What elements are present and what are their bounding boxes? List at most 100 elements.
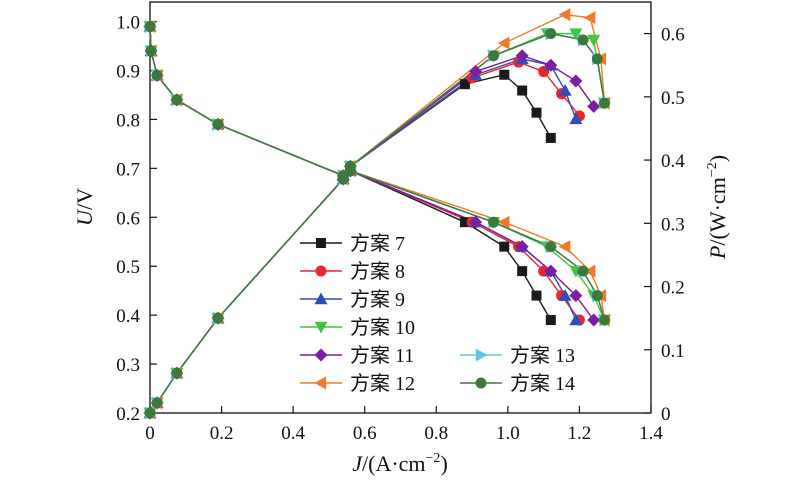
voltage-point: [598, 314, 610, 326]
voltage-point: [151, 69, 163, 81]
power-point: [569, 28, 583, 41]
y-right-tick-label: 0.4: [661, 151, 685, 172]
power-point: [591, 53, 603, 65]
voltage-point: [545, 315, 556, 326]
voltage-point: [583, 264, 596, 278]
voltage-point: [558, 289, 572, 301]
voltage-point: [488, 216, 500, 228]
power-point: [517, 85, 528, 96]
legend-label: 方案 12: [350, 372, 415, 395]
voltage-point: [459, 217, 470, 228]
power-point: [337, 173, 349, 185]
power-point: [531, 107, 542, 118]
power-point: [569, 112, 583, 125]
power-point: [212, 312, 224, 324]
voltage-point: [497, 215, 510, 229]
y-left-tick-label: 0.8: [116, 110, 140, 131]
axis-ticks: 0 0.2 0.4 0.6 0.8 1.0 1.2 1.40.20.30.40.50.60.7…: [116, 13, 685, 444]
voltage-point: [144, 20, 156, 32]
legend-marker: [314, 348, 328, 362]
power-point: [545, 28, 557, 40]
x-tick-label: 0.6: [353, 423, 377, 444]
legend-label: 方案 11: [350, 344, 414, 367]
legend-label: 方案 13: [510, 344, 575, 367]
x-tick-label: 1.0: [496, 423, 520, 444]
legend-label: 方案 14: [510, 372, 575, 395]
legend-item-3: 方案 9: [300, 288, 405, 311]
voltage-point: [545, 241, 557, 253]
y-right-tick-label: 0.6: [661, 25, 685, 46]
voltage-point: [591, 290, 603, 302]
y-right-tick-label: 0.3: [661, 214, 685, 235]
y-left-axis-title: U/V: [72, 188, 97, 226]
power-point: [558, 84, 572, 96]
legend-item-1: 方案 7: [300, 232, 405, 255]
power-point: [499, 69, 510, 80]
voltage-point: [469, 215, 483, 229]
x-axis-title: J/(A·cm−2): [352, 451, 448, 476]
voltage-point: [145, 45, 157, 57]
voltage-point: [515, 240, 529, 254]
legend-marker: [314, 376, 327, 390]
legend-marker: [314, 292, 328, 305]
y-right-tick-label: 0.2: [661, 278, 685, 299]
y-left-tick-label: 0.6: [116, 208, 140, 229]
power-point: [587, 34, 601, 47]
legend-item-2: 方案 8: [300, 260, 405, 283]
power-point: [583, 11, 596, 25]
y-left-tick-label: 1.0: [116, 13, 140, 34]
x-tick-label: 0.8: [424, 423, 448, 444]
voltage-point: [569, 289, 583, 303]
x-tick-label: 0.4: [281, 423, 305, 444]
y-left-tick-label: 0.3: [116, 355, 140, 376]
voltage-point: [577, 265, 589, 277]
legend-label: 方案 8: [350, 260, 405, 283]
power-point: [558, 8, 571, 22]
voltage-point: [569, 313, 583, 326]
legend-marker: [475, 377, 487, 389]
power-point: [469, 65, 483, 79]
legend-item-8: 方案 14: [460, 372, 575, 395]
power-point: [497, 36, 510, 50]
voltage-point: [587, 313, 601, 327]
legend: 方案 7 方案 8 方案 9 方案 10 方案 11 方案 12 方案 13 方案 14: [300, 232, 575, 395]
legend-label: 方案 9: [350, 288, 405, 311]
y-left-tick-label: 0.5: [116, 257, 140, 278]
power-point: [569, 74, 583, 88]
voltage-point: [499, 241, 510, 252]
power-point: [577, 34, 589, 46]
power-point: [515, 49, 529, 63]
power-point: [598, 97, 610, 109]
y-right-axis-title: P/(W·cm−2): [705, 155, 730, 260]
x-tick-label: 0: [145, 423, 155, 444]
y-left-tick-label: 0.9: [116, 62, 140, 83]
legend-marker: [314, 321, 328, 334]
plot-frame: [149, 1, 652, 414]
series-markers-8: [144, 20, 610, 419]
x-tick-label: 0.2: [210, 423, 234, 444]
x-tick-label: 1.4: [639, 423, 663, 444]
legend-marker: [475, 348, 488, 362]
power-point: [587, 99, 601, 113]
voltage-point: [517, 266, 528, 277]
voltage-point: [212, 118, 224, 130]
voltage-point: [531, 290, 542, 301]
power-point: [544, 58, 558, 72]
voltage-point: [558, 240, 571, 254]
y-right-tick-label: 0: [661, 404, 671, 425]
legend-label: 方案 7: [350, 232, 405, 255]
y-left-tick-label: 0.4: [116, 306, 140, 327]
legend-marker: [316, 238, 326, 248]
voltage-point: [544, 264, 558, 278]
legend-item-4: 方案 10: [300, 316, 415, 339]
legend-label: 方案 10: [350, 316, 415, 339]
power-point: [488, 50, 500, 62]
voltage-point: [171, 94, 183, 106]
power-point: [344, 160, 356, 172]
power-point: [151, 397, 163, 409]
power-point: [144, 407, 156, 419]
legend-item-5: 方案 11: [300, 344, 414, 367]
power-point: [459, 79, 470, 90]
power-point: [545, 132, 556, 143]
